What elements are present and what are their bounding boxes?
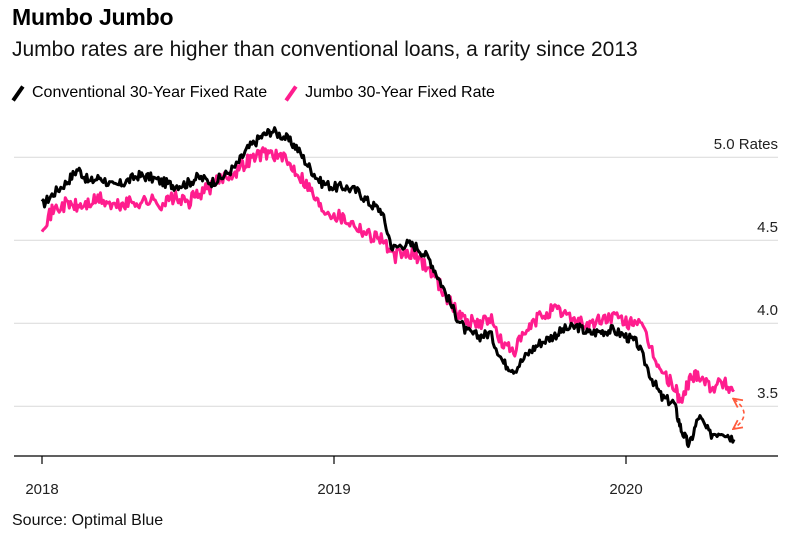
chart-subtitle: Jumbo rates are higher than conventional… <box>12 38 638 61</box>
legend-item-conventional: Conventional 30-Year Fixed Rate <box>12 84 267 102</box>
chart-title: Mumbo Jumbo <box>12 4 174 30</box>
y-tick-label: 4.5 <box>757 219 778 236</box>
y-tick-label: 5.0 Rates <box>714 136 778 153</box>
legend-label-jumbo: Jumbo 30-Year Fixed Rate <box>305 84 495 101</box>
source-note: Source: Optimal Blue <box>12 512 164 529</box>
gap-annotation-arrow <box>734 399 745 428</box>
legend: Conventional 30-Year Fixed Rate Jumbo 30… <box>12 84 513 102</box>
series-line-conventional <box>40 126 736 448</box>
x-tick-label: 2019 <box>317 481 350 498</box>
series-line-jumbo <box>40 146 735 404</box>
x-tick-label: 2018 <box>25 481 58 498</box>
y-tick-label: 4.0 <box>757 302 778 319</box>
legend-item-jumbo: Jumbo 30-Year Fixed Rate <box>285 84 495 102</box>
legend-label-conventional: Conventional 30-Year Fixed Rate <box>32 84 268 101</box>
x-tick-label: 2020 <box>609 481 642 498</box>
y-tick-label: 3.5 <box>757 385 778 402</box>
